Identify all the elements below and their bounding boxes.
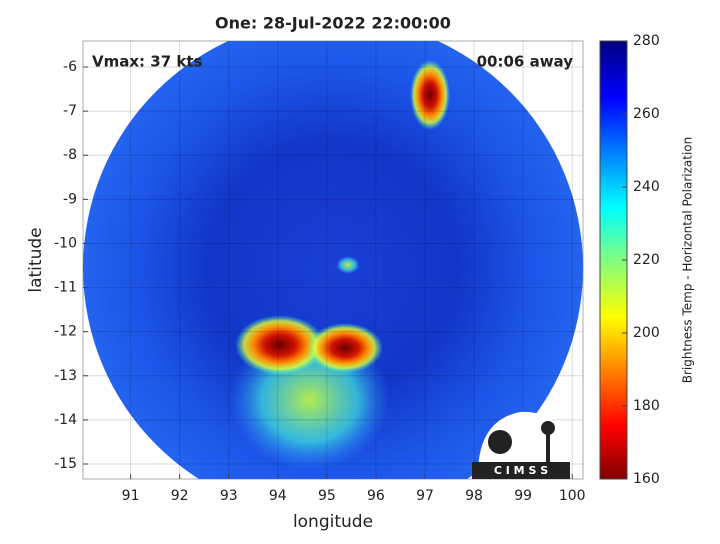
logo-text: C I M S S (494, 464, 548, 477)
x-tick-label: 93 (220, 488, 238, 504)
annotation: 00:06 away (477, 53, 574, 71)
colorbar-tick-label: 200 (633, 325, 660, 341)
y-tick-label: -9 (63, 191, 77, 207)
y-tick-label: -12 (54, 324, 77, 340)
x-tick-label: 99 (514, 488, 532, 504)
y-tick-label: -6 (63, 59, 77, 75)
x-tick-label: 92 (171, 488, 189, 504)
x-tick-label: 97 (416, 488, 434, 504)
y-tick-label: -15 (54, 456, 77, 472)
brightness-image (83, 41, 583, 479)
colorbar-tick-label: 220 (633, 252, 660, 268)
colorbar-tick-label: 180 (633, 398, 660, 414)
x-axis-label: longitude (293, 512, 373, 532)
x-tick-label: 96 (367, 488, 385, 504)
colorbar-tick-label: 280 (633, 33, 660, 49)
y-tick-label: -11 (54, 280, 77, 296)
colorbar-label: Brightness Temp - Horizontal Polarizatio… (681, 137, 695, 384)
y-tick-label: -14 (54, 412, 77, 428)
colorbar-tick-label: 240 (633, 179, 660, 195)
y-tick-label: -8 (63, 147, 77, 163)
chart-title: One: 28-Jul-2022 22:00:00 (215, 14, 451, 33)
x-tick-label: 98 (465, 488, 483, 504)
y-tick-label: -10 (54, 235, 77, 251)
x-tick-label: 100 (559, 488, 586, 504)
y-axis-label: latitude (26, 227, 46, 292)
y-tick-label: -7 (63, 103, 77, 119)
x-tick-label: 94 (269, 488, 287, 504)
annotation: Vmax: 37 kts (92, 53, 202, 71)
x-tick-label: 91 (122, 488, 140, 504)
logo: C I M S S (472, 411, 570, 479)
y-tick-label: -13 (54, 368, 77, 384)
colorbar-tick-label: 160 (633, 471, 660, 487)
x-tick-label: 95 (318, 488, 336, 504)
colorbar-tick-label: 260 (633, 106, 660, 122)
